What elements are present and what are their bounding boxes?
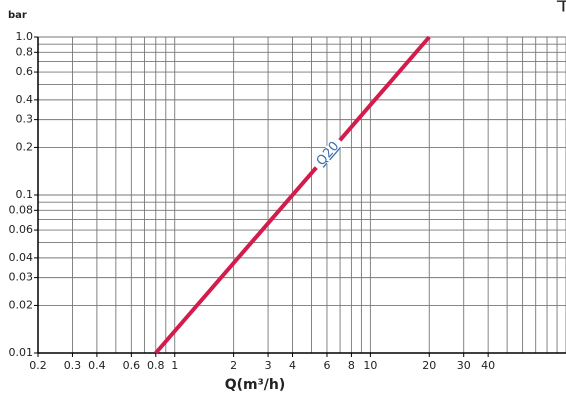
x-tick-label: 1 — [171, 359, 178, 372]
x-tick-label: 30 — [457, 359, 471, 372]
y-tick-label: 0.03 — [9, 271, 34, 284]
x-tick-label: 0.8 — [147, 359, 165, 372]
y-tick-label: 0.4 — [16, 93, 34, 106]
x-tick-label: 3 — [265, 359, 272, 372]
grid — [37, 36, 566, 354]
x-tick-label: 0.3 — [64, 359, 82, 372]
x-axis-label: Q(m³/h) — [225, 377, 286, 393]
label-gap — [311, 136, 345, 172]
y-tick-label: 0.02 — [9, 298, 34, 311]
y-tick-label: 1.0 — [16, 30, 34, 43]
y-tick-label: 0.1 — [16, 188, 34, 201]
x-tick-label: 10 — [363, 359, 377, 372]
y-tick-label: 0.06 — [9, 223, 34, 236]
x-tick-label: 0.4 — [88, 359, 106, 372]
x-tick-label: 40 — [481, 359, 495, 372]
y-tick-label: 0.08 — [9, 203, 34, 216]
x-tick-label: 4 — [289, 359, 296, 372]
x-tick-label: 8 — [348, 359, 355, 372]
y-axis-label: bar — [8, 10, 27, 21]
y-tick-label: 0.2 — [16, 140, 34, 153]
y-tick-label: 0.3 — [16, 113, 34, 126]
x-tick-label: 6 — [323, 359, 330, 372]
x-tick-label: 2 — [230, 359, 237, 372]
y-tick-label: 0.01 — [9, 346, 34, 359]
series-line — [154, 35, 431, 355]
y-tick-label: 0.6 — [16, 65, 34, 78]
x-tick-label: 20 — [422, 359, 436, 372]
y-tick-label: 0.04 — [9, 251, 34, 264]
chart-title: עקומות הפסד עומד — [556, 0, 566, 17]
y-tick-label: 0.8 — [16, 45, 34, 58]
x-tick-label: 0.6 — [123, 359, 141, 372]
x-tick-label: 0.2 — [29, 359, 47, 372]
